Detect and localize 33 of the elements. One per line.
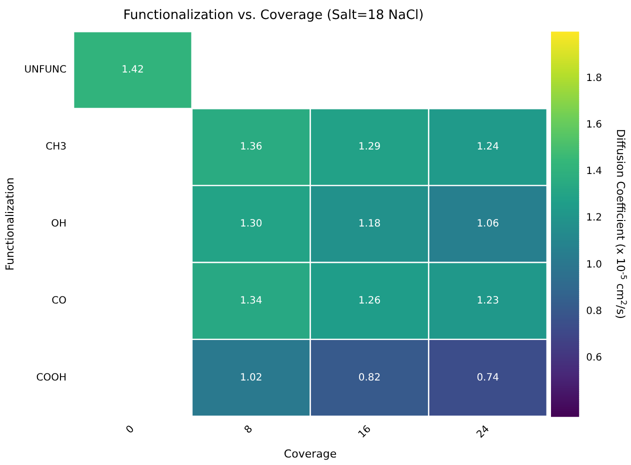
y-tick-label: CO — [52, 295, 67, 306]
color-bar-label: 1.0 — [586, 259, 602, 270]
data-label: 1.36 — [240, 142, 262, 153]
data-label: 1.30 — [240, 218, 262, 230]
x-tick-label: 8 — [242, 424, 256, 436]
x-tick-label: 24 — [474, 424, 492, 441]
data-label: 0.82 — [358, 372, 381, 384]
x-tick-label: 0 — [124, 424, 137, 436]
y-tick-label: COOH — [36, 372, 67, 384]
color-bar-label: 1.4 — [586, 166, 602, 178]
color-bar-label: 0.6 — [586, 352, 602, 364]
color-bar-label: 1.2 — [586, 212, 602, 224]
y-axis-title: Functionalization — [3, 177, 16, 271]
y-tick-label: CH3 — [46, 142, 67, 153]
color-bar-label: 1.6 — [586, 119, 602, 130]
data-label: 1.29 — [358, 142, 381, 153]
data-label: 1.02 — [240, 372, 262, 384]
chart-title: Functionalization vs. Coverage (Salt=18 NaCl) — [123, 8, 424, 24]
data-label: 0.74 — [476, 372, 499, 384]
color-bar-label: 0.8 — [586, 306, 602, 317]
color-bar-label: 1.8 — [586, 72, 602, 84]
data-label: 1.06 — [476, 218, 499, 230]
data-label: 1.23 — [476, 295, 499, 306]
x-axis-title: Coverage — [284, 447, 337, 460]
color-bar-title: Diffusion Coefficient (x 10-5 cm2/s) — [614, 129, 628, 319]
data-label: 1.42 — [122, 64, 144, 76]
data-label: 1.26 — [358, 295, 381, 306]
y-tick-label: OH — [51, 218, 67, 230]
x-tick-label: 16 — [356, 424, 374, 441]
data-label: 1.18 — [358, 218, 381, 230]
y-tick-label: UNFUNC — [24, 64, 67, 76]
data-label: 1.34 — [240, 295, 262, 306]
data-label: 1.24 — [476, 142, 499, 153]
